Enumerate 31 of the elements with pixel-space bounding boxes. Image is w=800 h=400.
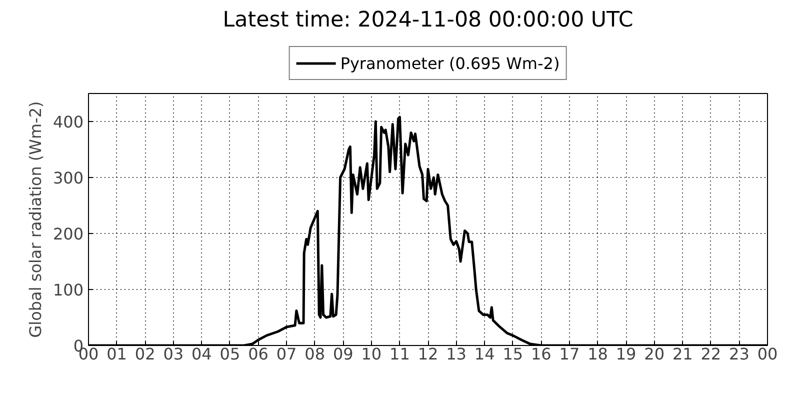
x-tick-label: 03	[163, 344, 184, 364]
x-tick-label: 14	[474, 344, 495, 364]
y-tick-label: 400	[52, 112, 84, 132]
x-tick-label: 16	[530, 344, 552, 364]
x-tick-label: 04	[191, 344, 212, 364]
x-tick-label: 08	[304, 344, 326, 364]
x-tick-label: 10	[361, 344, 382, 364]
x-tick-label: 12	[418, 344, 438, 364]
x-tick-label: 01	[106, 344, 127, 364]
x-tick-label: 22	[700, 344, 722, 364]
x-tick-label: 00	[757, 344, 778, 364]
y-tick-label: 200	[52, 224, 84, 244]
x-tick-label: 15	[502, 344, 524, 364]
x-tick-label: 13	[446, 344, 466, 364]
x-tick-label: 18	[588, 344, 608, 364]
legend-label: Pyranometer (0.695 Wm-2)	[340, 54, 560, 72]
x-tick-label: 02	[134, 344, 156, 364]
chart-title: Latest time: 2024-11-08 00:00:00 UTC	[222, 8, 634, 32]
x-tick-label: 17	[559, 344, 580, 364]
x-tick-label: 20	[644, 344, 665, 364]
y-tick-label: 100	[52, 280, 84, 300]
x-tick-label: 11	[390, 344, 410, 364]
x-tick-label: 06	[248, 344, 268, 364]
x-tick-label: 19	[616, 344, 636, 364]
x-tick-label: 05	[220, 344, 240, 364]
y-axis-title: Global solar radiation (Wm-2)	[26, 101, 45, 338]
x-tick-label: 09	[332, 344, 354, 364]
x-tick-label: 23	[729, 344, 750, 364]
x-tick-label: 21	[672, 344, 693, 364]
y-tick-label: 300	[52, 168, 84, 188]
x-tick-label: 07	[276, 344, 297, 364]
